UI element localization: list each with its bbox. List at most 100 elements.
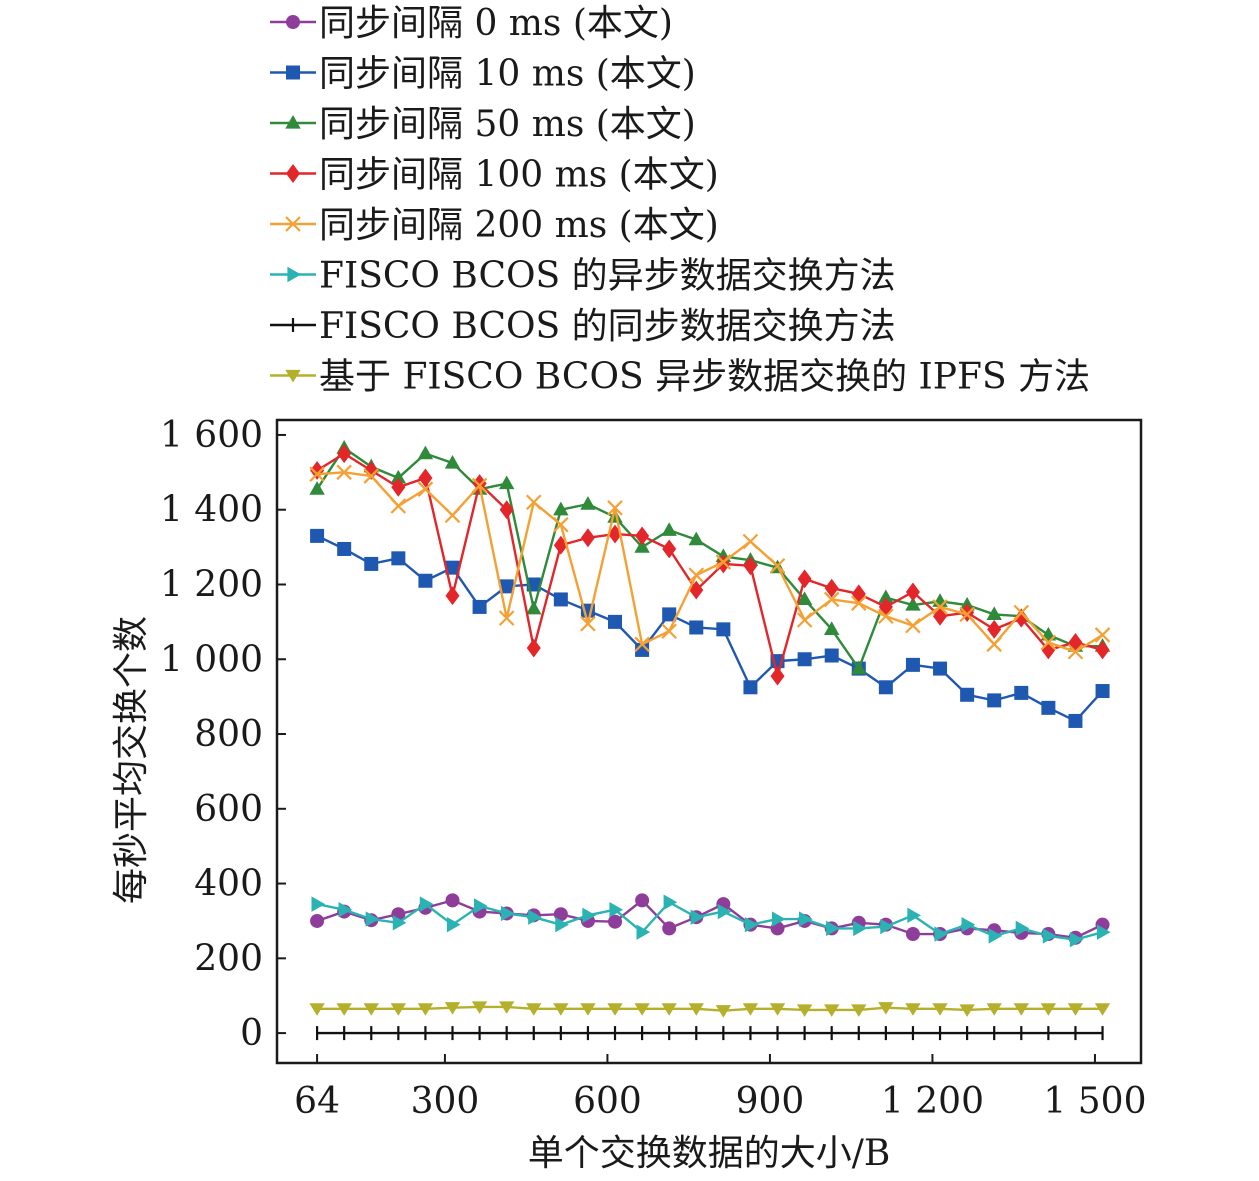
data-point	[418, 468, 433, 488]
data-point	[905, 927, 920, 942]
data-point	[553, 516, 569, 533]
x-tick-label: 1 500	[1043, 1081, 1146, 1122]
legend-label: 基于 FISCO BCOS 异步数据交换的 IPFS 方法	[319, 357, 1090, 398]
data-point	[960, 687, 975, 702]
data-point	[823, 1004, 840, 1017]
data-point	[635, 526, 650, 546]
data-point	[364, 556, 379, 571]
data-point	[1067, 644, 1084, 660]
data-point	[796, 1004, 813, 1017]
data-point	[688, 531, 704, 546]
data-point	[987, 693, 1002, 708]
legend-label: 同步间隔 200 ms (本文)	[319, 205, 719, 246]
y-tick-label: 800	[194, 714, 263, 755]
series-4	[309, 464, 1111, 660]
legend-item: 同步间隔 200 ms (本文)	[270, 205, 719, 246]
data-point	[471, 477, 488, 494]
x-axis-title: 单个交换数据的大小/B	[528, 1133, 891, 1174]
data-point	[905, 582, 920, 602]
data-point	[311, 896, 326, 912]
data-point	[661, 623, 677, 639]
legend-label: 同步间隔 50 ms (本文)	[319, 104, 696, 145]
data-point	[446, 916, 461, 933]
data-point	[1040, 634, 1057, 651]
data-point	[526, 638, 541, 658]
x-tick-label: 900	[736, 1081, 805, 1122]
x-tick-label: 600	[573, 1081, 642, 1122]
data-point	[1014, 685, 1029, 700]
y-tick-label: 600	[194, 789, 263, 830]
data-point	[1041, 700, 1056, 715]
data-point	[286, 164, 300, 183]
data-point	[390, 1003, 407, 1016]
data-point	[663, 894, 678, 910]
legend-item: 同步间隔 50 ms (本文)	[270, 104, 696, 145]
data-point	[743, 680, 758, 695]
data-point	[878, 597, 893, 617]
data-point	[823, 621, 840, 635]
data-point	[1096, 924, 1111, 940]
data-point	[417, 1003, 434, 1016]
series-1	[310, 528, 1110, 728]
data-point	[444, 1002, 461, 1015]
series-layer	[309, 439, 1111, 1041]
data-point	[1015, 920, 1030, 937]
data-point	[445, 586, 460, 606]
data-point	[287, 266, 302, 283]
legend-item: 同步间隔 10 ms (本文)	[270, 54, 696, 95]
data-point	[418, 573, 433, 588]
y-tick-label: 1 000	[160, 639, 263, 680]
data-point	[851, 660, 867, 675]
data-point	[337, 541, 352, 556]
x-axis: 64 300 600 900 1 200 1 500	[294, 1054, 1146, 1122]
data-point	[285, 114, 301, 129]
data-point	[1042, 928, 1057, 944]
data-point	[661, 522, 677, 536]
data-point	[715, 554, 732, 570]
legend: 同步间隔 0 ms (本文) 同步间隔 10 ms (本文) 同步间隔 50 ms …	[270, 3, 1090, 398]
data-point	[932, 1003, 948, 1016]
data-point	[769, 1003, 786, 1016]
data-point	[905, 1003, 921, 1016]
data-point	[499, 579, 514, 594]
data-point	[392, 915, 407, 931]
data-point	[880, 918, 894, 935]
data-point	[445, 560, 460, 575]
data-point	[797, 652, 812, 667]
data-point	[959, 606, 975, 623]
data-point	[744, 916, 759, 933]
data-point	[878, 589, 894, 604]
data-point	[417, 481, 434, 497]
data-point	[986, 606, 1002, 620]
data-point	[390, 498, 407, 514]
legend-item: 同步间隔 0 ms (本文)	[270, 3, 673, 44]
data-point	[878, 1002, 894, 1015]
data-point	[823, 591, 840, 608]
data-point	[391, 551, 406, 566]
data-point	[717, 903, 732, 920]
data-point	[286, 65, 300, 80]
data-point	[444, 454, 461, 469]
legend-label: 同步间隔 0 ms (本文)	[319, 3, 673, 44]
data-point	[285, 369, 301, 383]
data-point	[528, 909, 542, 925]
data-point	[473, 898, 488, 914]
data-point	[851, 595, 867, 611]
data-point	[310, 913, 325, 928]
data-point	[824, 648, 839, 663]
data-point	[309, 481, 325, 495]
legend-label: 同步间隔 100 ms (本文)	[319, 155, 719, 196]
data-point	[634, 636, 650, 653]
data-point	[498, 475, 515, 490]
data-point	[1095, 684, 1110, 699]
data-point	[363, 468, 380, 484]
data-point	[688, 1003, 704, 1016]
series-line	[316, 452, 1103, 678]
legend-item: 基于 FISCO BCOS 异步数据交换的 IPFS 方法	[270, 357, 1090, 398]
y-tick-label: 200	[194, 938, 263, 979]
legend-item: FISCO BCOS 的同步数据交换方法	[270, 306, 896, 347]
data-point	[445, 893, 460, 908]
data-point	[391, 477, 406, 497]
series-line	[316, 901, 1103, 941]
data-point	[662, 539, 677, 559]
